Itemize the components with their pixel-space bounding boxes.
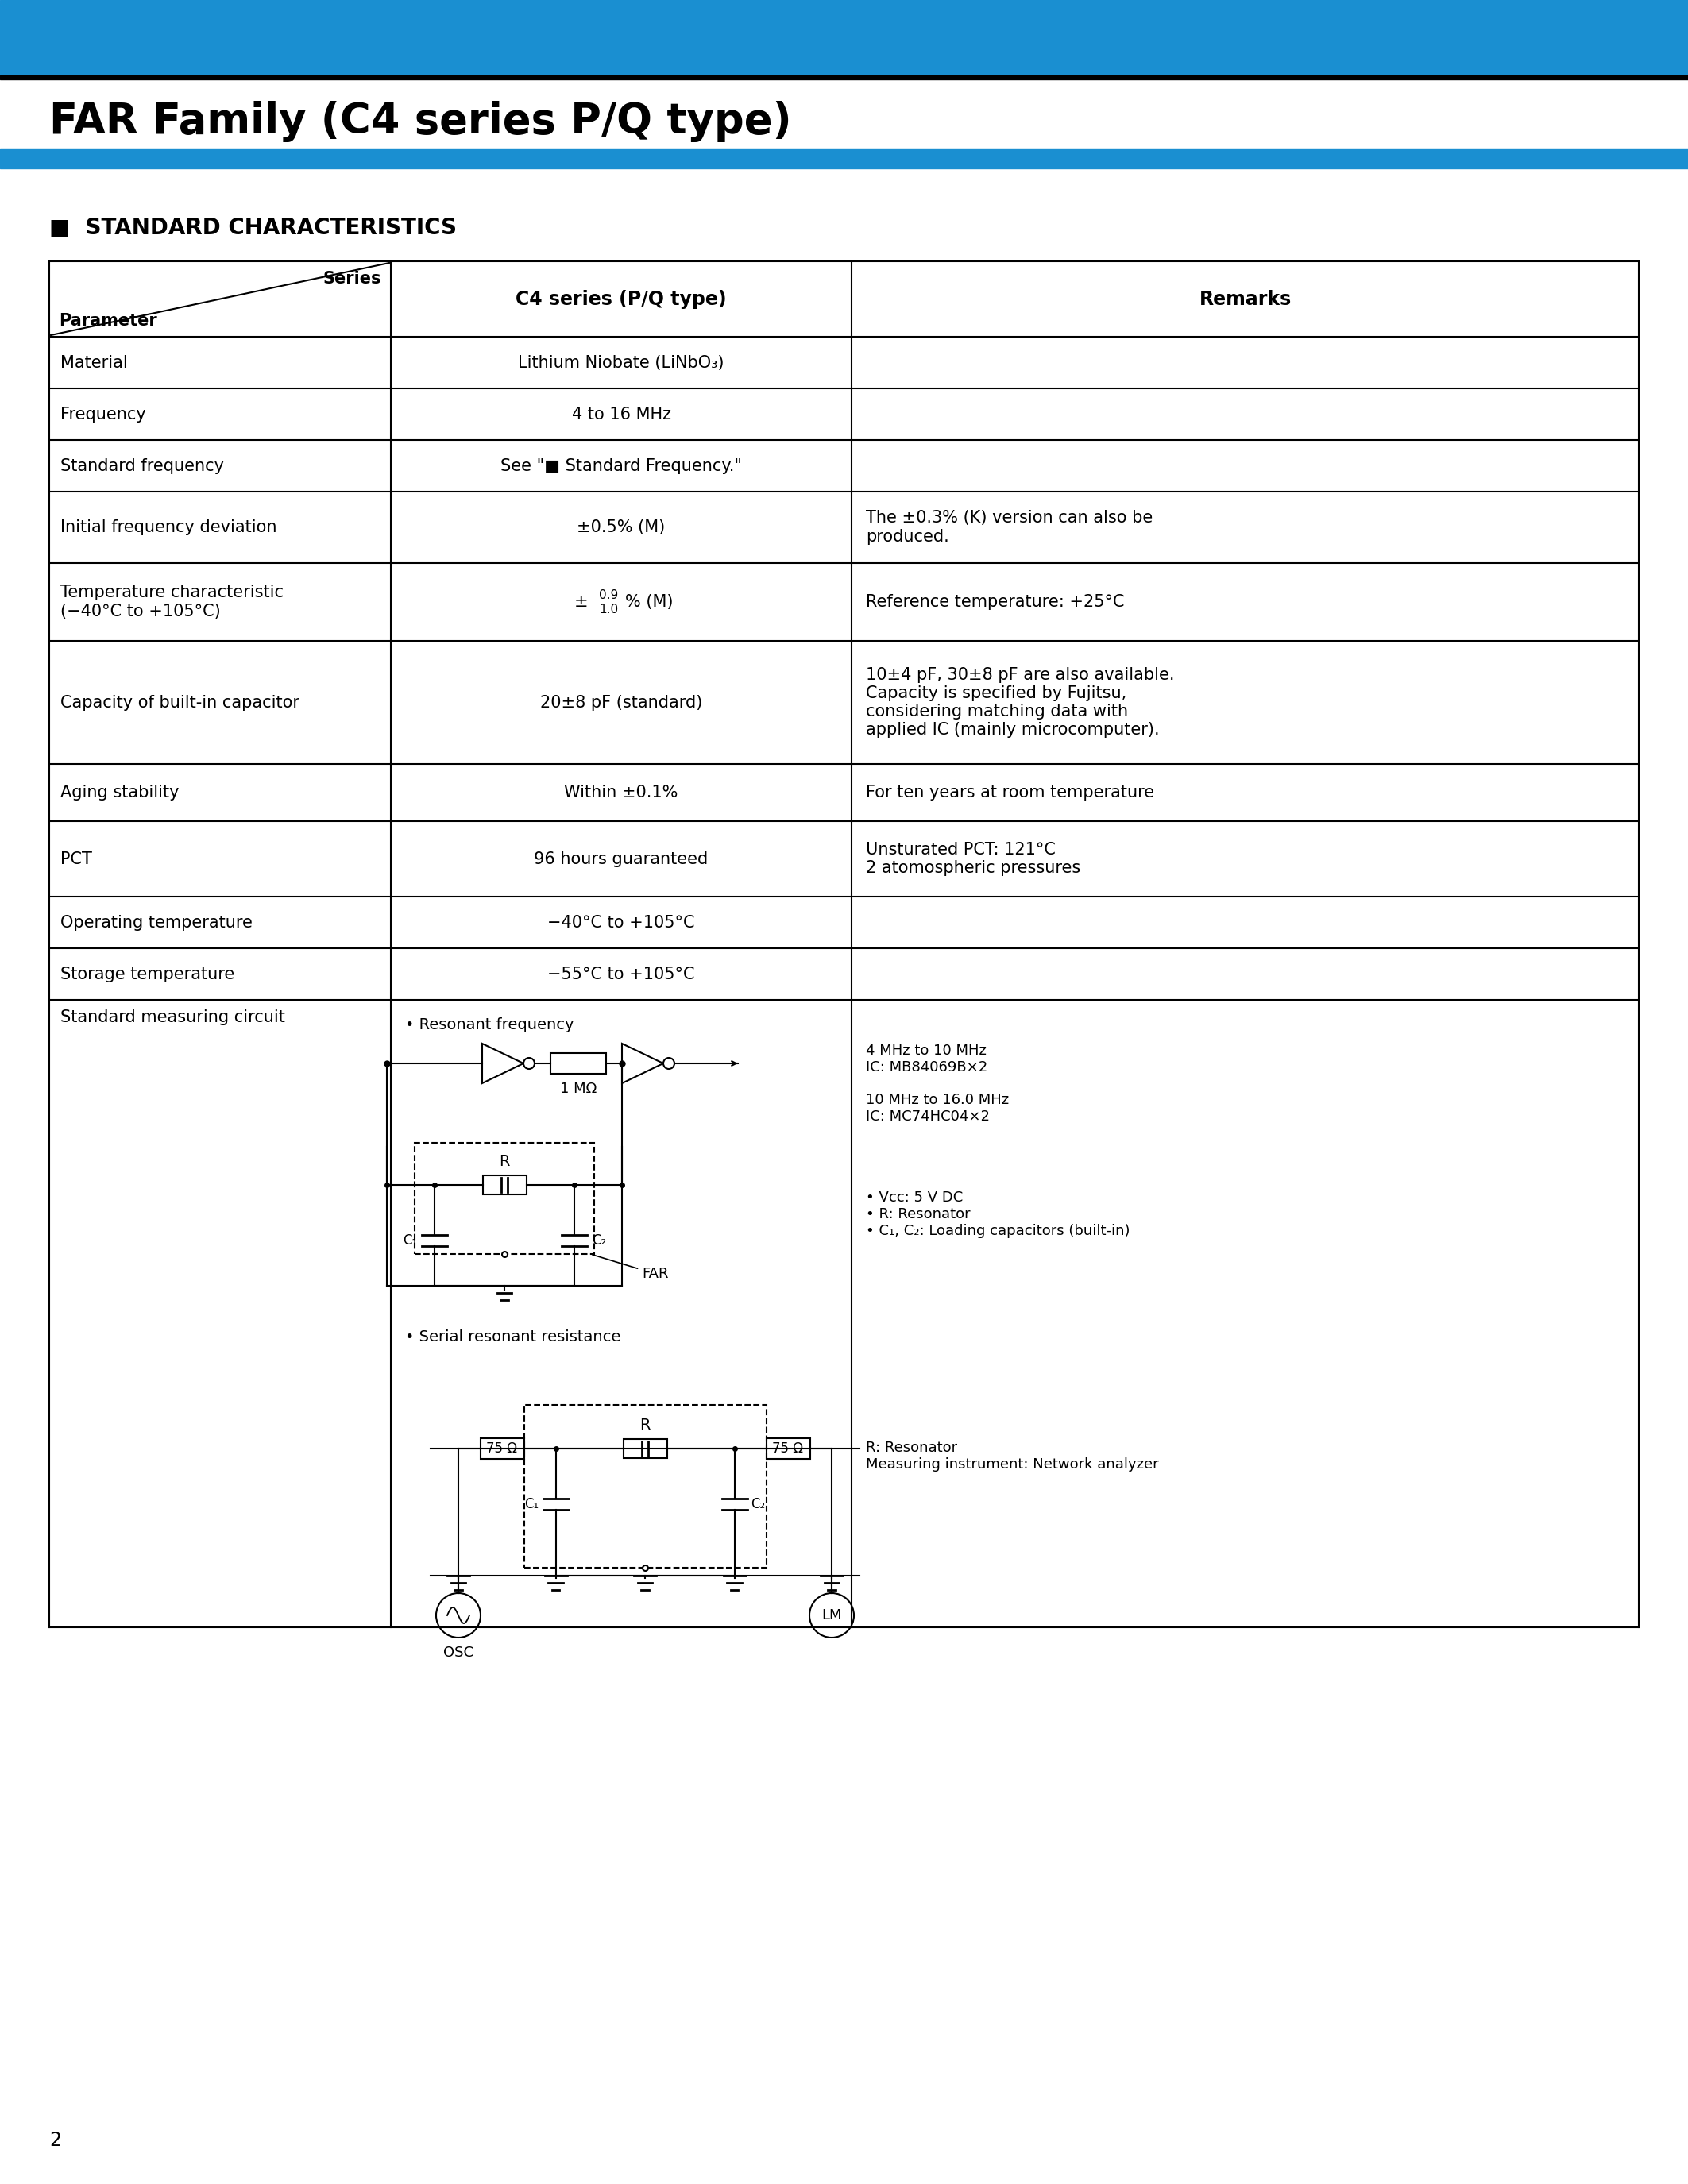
Text: LM: LM (822, 1607, 842, 1623)
Text: Initial frequency deviation: Initial frequency deviation (61, 520, 277, 535)
Text: Aging stability: Aging stability (61, 784, 179, 802)
Text: The ±0.3% (K) version can also be
produced.: The ±0.3% (K) version can also be produc… (866, 511, 1153, 544)
Bar (623, 1439, 667, 1459)
Text: % (M): % (M) (625, 594, 674, 609)
Text: For ten years at room temperature: For ten years at room temperature (866, 784, 1155, 802)
Text: R: Resonator
Measuring instrument: Network analyzer: R: Resonator Measuring instrument: Netwo… (866, 1441, 1158, 1472)
Text: R: R (500, 1153, 510, 1168)
Text: ±: ± (574, 594, 589, 609)
Text: OSC: OSC (444, 1645, 473, 1660)
Text: Standard frequency: Standard frequency (61, 459, 225, 474)
Text: Frequency: Frequency (61, 406, 145, 422)
Text: PCT: PCT (61, 852, 93, 867)
Text: Reference temperature: +25°C: Reference temperature: +25°C (866, 594, 1124, 609)
Text: C₂: C₂ (751, 1496, 766, 1511)
Text: 75 Ω: 75 Ω (486, 1441, 518, 1457)
Text: Parameter: Parameter (59, 312, 157, 330)
Bar (483, 1175, 527, 1195)
Text: Lithium Niobate (LiNbO₃): Lithium Niobate (LiNbO₃) (518, 354, 724, 371)
Text: Within ±0.1%: Within ±0.1% (564, 784, 679, 802)
Text: Storage temperature: Storage temperature (61, 965, 235, 983)
Bar (415, 1142, 594, 1254)
Text: • Resonant frequency: • Resonant frequency (405, 1018, 574, 1033)
Text: Standard measuring circuit: Standard measuring circuit (61, 1009, 285, 1024)
Text: 1.0: 1.0 (599, 603, 618, 616)
Text: 4 MHz to 10 MHz
IC: MB84069B×2

10 MHz to 16.0 MHz
IC: MC74HC04×2: 4 MHz to 10 MHz IC: MB84069B×2 10 MHz to… (866, 1044, 1009, 1125)
Text: FAR: FAR (592, 1254, 668, 1282)
Text: R: R (640, 1417, 650, 1433)
Text: Unsturated PCT: 121°C
2 atomospheric pressures: Unsturated PCT: 121°C 2 atomospheric pre… (866, 841, 1080, 876)
Text: ±0.5% (M): ±0.5% (M) (577, 520, 665, 535)
Bar (0, 149, 1688, 168)
Text: C₂: C₂ (592, 1234, 606, 1247)
Text: • Serial resonant resistance: • Serial resonant resistance (405, 1330, 621, 1345)
Text: C4 series (P/Q type): C4 series (P/Q type) (517, 290, 726, 308)
Bar (0, 0, 1688, 76)
Text: 96 hours guaranteed: 96 hours guaranteed (533, 852, 709, 867)
Text: 2: 2 (49, 2132, 61, 2149)
Text: 1 MΩ: 1 MΩ (560, 1081, 596, 1096)
Text: ■  STANDARD CHARACTERISTICS: ■ STANDARD CHARACTERISTICS (49, 216, 457, 238)
Text: 0.9: 0.9 (599, 590, 618, 601)
Text: Material: Material (61, 354, 128, 371)
Text: Remarks: Remarks (1198, 290, 1291, 308)
Bar (0, 76, 1688, 79)
Text: Series: Series (322, 271, 381, 286)
Text: Temperature characteristic
(−40°C to +105°C): Temperature characteristic (−40°C to +10… (61, 585, 284, 618)
Text: −40°C to +105°C: −40°C to +105°C (547, 915, 695, 930)
Text: See "■ Standard Frequency.": See "■ Standard Frequency." (500, 459, 743, 474)
Bar (479, 1439, 523, 1459)
Text: 10±4 pF, 30±8 pF are also available.
Capacity is specified by Fujitsu,
consideri: 10±4 pF, 30±8 pF are also available. Cap… (866, 666, 1175, 738)
Text: 75 Ω: 75 Ω (773, 1441, 803, 1457)
Text: 4 to 16 MHz: 4 to 16 MHz (572, 406, 670, 422)
Text: 20±8 pF (standard): 20±8 pF (standard) (540, 695, 702, 710)
Text: Operating temperature: Operating temperature (61, 915, 253, 930)
Text: • Vcc: 5 V DC
• R: Resonator
• C₁, C₂: Loading capacitors (built-in): • Vcc: 5 V DC • R: Resonator • C₁, C₂: L… (866, 1190, 1129, 1238)
Text: −55°C to +105°C: −55°C to +105°C (547, 965, 695, 983)
Bar (766, 1439, 810, 1459)
Text: C₁: C₁ (403, 1234, 417, 1247)
Text: Capacity of built-in capacitor: Capacity of built-in capacitor (61, 695, 299, 710)
Bar (523, 1404, 766, 1568)
Text: C₁: C₁ (525, 1496, 538, 1511)
Text: FAR Family (C4 series P/Q type): FAR Family (C4 series P/Q type) (49, 100, 792, 142)
Bar (550, 1053, 606, 1075)
